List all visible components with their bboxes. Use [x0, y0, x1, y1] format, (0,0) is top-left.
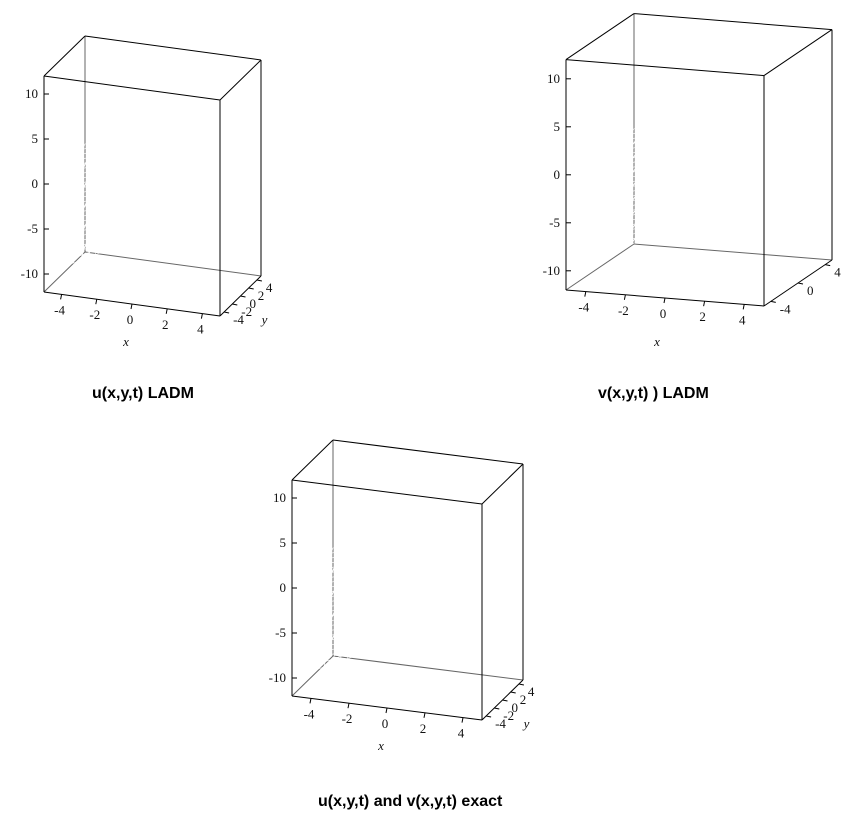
surface-mesh [565, 48, 833, 272]
y-tick-mark [502, 699, 508, 702]
y-tick-label: -2 [503, 708, 514, 723]
box-back-edges [565, 13, 833, 291]
x-axis: -4 -2 0 2 4 x [304, 698, 465, 753]
x-tick-mark [347, 703, 350, 709]
x-tick-mark [623, 294, 626, 300]
x-tick-mark [385, 707, 388, 714]
x-tick-label: 0 [127, 312, 134, 327]
y-axis-label: y [522, 716, 530, 731]
y-tick-mark [248, 287, 254, 290]
y-tick-label: 4 [834, 265, 841, 280]
y-tick-label: -4 [780, 301, 791, 316]
y-tick-label: -2 [241, 304, 252, 319]
z-tick-label: 10 [273, 490, 286, 505]
surface-mesh [291, 481, 524, 679]
x-axis: -4 -2 0 2 4 x [578, 291, 746, 349]
z-tick-label: -5 [549, 215, 560, 230]
z-tick-label: 0 [32, 176, 39, 191]
surface-mesh [43, 77, 262, 275]
y-tick-mark [494, 707, 500, 710]
y-tick-label: -4 [495, 716, 506, 731]
x-tick-label: -2 [618, 303, 629, 318]
plot-exact: -10 -5 0 5 10 -4 -2 0 2 4 x -4 -2 0 2 4 y [240, 439, 580, 770]
plot-u-ladm: -10 -5 0 5 10 -4 -2 0 2 4 x -4 -2 0 2 4 y [0, 35, 340, 370]
x-axis: -4 -2 0 2 4 x [54, 294, 204, 349]
y-tick-mark [232, 303, 238, 306]
x-tick-mark [309, 698, 312, 704]
x-tick-mark [423, 712, 426, 718]
x-tick-label: -4 [54, 302, 65, 317]
x-tick-mark [95, 299, 98, 305]
x-tick-label: -4 [578, 300, 589, 315]
z-tick-label: 5 [554, 119, 561, 134]
x-axis-label: x [653, 334, 660, 349]
x-axis-label: x [122, 334, 129, 349]
surface-plot-v-ladm: -10 -5 0 5 10 -4 -2 0 2 4 x -4 0 4 [543, 13, 841, 349]
x-tick-label: -4 [304, 706, 315, 721]
x-tick-label: 4 [739, 312, 746, 327]
z-tick-label: -10 [543, 263, 560, 278]
x-tick-mark [165, 308, 168, 314]
plot-v-ladm: -10 -5 0 5 10 -4 -2 0 2 4 x -4 0 4 [520, 10, 862, 370]
y-tick-mark [256, 279, 262, 282]
x-tick-label: 4 [197, 322, 204, 337]
x-tick-label: 4 [458, 726, 465, 741]
x-tick-mark [703, 301, 706, 307]
y-tick-mark [240, 295, 246, 298]
z-axis: -10 -5 0 5 10 [269, 490, 297, 685]
z-axis: -10 -5 0 5 10 [543, 71, 571, 278]
y-tick-label: 2 [258, 288, 265, 303]
y-tick-mark [770, 300, 776, 303]
y-tick-label: 0 [512, 700, 519, 715]
x-tick-mark [742, 304, 745, 310]
z-tick-label: 10 [547, 71, 560, 86]
y-axis: -4 0 4 [770, 264, 841, 316]
x-tick-label: 2 [699, 309, 706, 324]
x-tick-label: 0 [660, 306, 667, 321]
z-axis: -10 -5 0 5 10 [21, 86, 49, 281]
y-tick-label: 4 [528, 684, 535, 699]
y-tick-label: 4 [266, 280, 273, 295]
x-axis-label: x [377, 738, 384, 753]
y-tick-mark [510, 691, 516, 694]
z-tick-label: 0 [554, 167, 561, 182]
x-tick-label: -2 [89, 307, 100, 322]
z-tick-label: 5 [280, 535, 287, 550]
x-tick-mark [130, 303, 133, 310]
x-tick-mark [461, 717, 464, 723]
z-tick-label: 0 [280, 580, 287, 595]
caption-exact: u(x,y,t) and v(x,y,t) exact [318, 793, 503, 810]
z-tick-label: -5 [275, 625, 286, 640]
z-tick-label: -10 [21, 266, 38, 281]
caption-v-ladm: v(x,y,t) ) LADM [598, 385, 709, 402]
y-tick-mark [486, 715, 492, 718]
x-tick-label: 2 [420, 721, 427, 736]
x-tick-label: 0 [382, 716, 389, 731]
y-tick-mark [797, 282, 804, 285]
x-tick-mark [200, 313, 203, 319]
y-tick-mark [224, 311, 230, 314]
caption-u-ladm: u(x,y,t) LADM [92, 385, 194, 402]
y-tick-mark [825, 264, 831, 267]
y-tick-label: -4 [233, 312, 244, 327]
x-tick-label: 2 [162, 317, 169, 332]
z-tick-label: 10 [25, 86, 38, 101]
x-tick-mark [584, 291, 587, 297]
y-tick-mark [518, 683, 524, 686]
x-tick-mark [663, 297, 666, 304]
y-tick-label: 2 [520, 692, 527, 707]
z-tick-label: -5 [27, 221, 38, 236]
z-tick-label: -10 [269, 670, 286, 685]
y-tick-label: 0 [250, 296, 257, 311]
y-tick-label: 0 [807, 283, 814, 298]
x-tick-label: -2 [342, 711, 353, 726]
z-tick-label: 5 [32, 131, 39, 146]
y-axis-label: y [260, 312, 268, 327]
x-tick-mark [60, 294, 63, 300]
